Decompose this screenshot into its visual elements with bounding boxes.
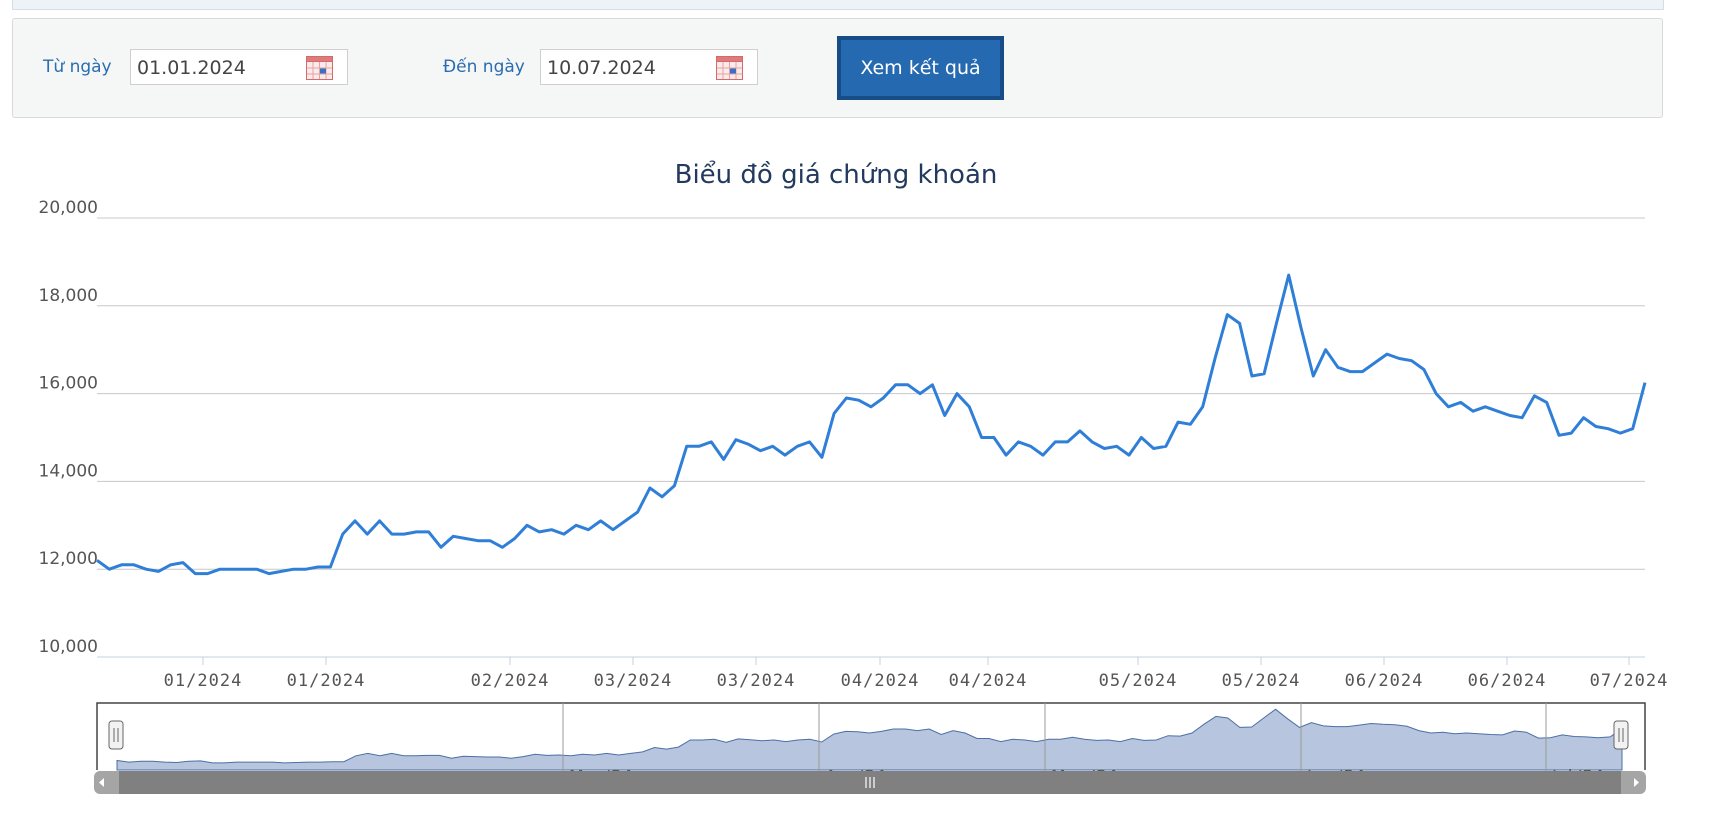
from-date-value: 01.01.2024 (137, 57, 246, 79)
x-tick-label: 04/2024 (949, 671, 1028, 691)
x-tick-label: 02/2024 (471, 671, 550, 691)
x-tick-label: 04/2024 (841, 671, 920, 691)
x-tick-label: 06/2024 (1345, 671, 1424, 691)
view-results-button[interactable]: Xem kết quả (837, 36, 1004, 100)
scroll-left-icon[interactable] (99, 778, 104, 787)
calendar-icon[interactable] (716, 54, 743, 80)
x-tick-label: 07/2024 (1590, 671, 1669, 691)
calendar-icon[interactable] (306, 54, 333, 80)
from-date-label: Từ ngày (43, 57, 112, 77)
navigator-frame (96, 702, 1646, 770)
grid-lines (97, 217, 1645, 658)
top-strip (12, 0, 1664, 10)
navigator-handle[interactable] (1613, 720, 1629, 750)
x-tick-label: 01/2024 (287, 671, 366, 691)
to-date-value: 10.07.2024 (547, 57, 656, 79)
x-tick-label: 05/2024 (1099, 671, 1178, 691)
navigator-area (116, 708, 1623, 771)
x-tick-label: 06/2024 (1468, 671, 1547, 691)
y-tick-label: 16,000 (39, 374, 98, 394)
navigator-handle[interactable] (108, 720, 124, 750)
y-tick-label: 12,000 (39, 549, 98, 569)
chart-title: Biểu đồ giá chứng khoán (675, 159, 998, 190)
x-tick-label: 03/2024 (594, 671, 673, 691)
price-series-line (96, 273, 1647, 576)
from-date-field[interactable]: 01.01.2024 (130, 49, 348, 85)
y-tick-label: 18,000 (39, 286, 98, 306)
x-axis: 01/2024 01/2024 02/2024 03/2024 03/2024 04/20… (164, 657, 1669, 691)
range-navigator[interactable]: Mar '24Apr '24May '24Jun '24Jul '24 (94, 702, 1646, 794)
x-tick-label: 01/2024 (164, 671, 243, 691)
y-tick-label: 20,000 (39, 198, 98, 218)
y-tick-label: 14,000 (39, 461, 98, 481)
scroll-right-icon[interactable] (1634, 778, 1639, 787)
x-tick-label: 03/2024 (717, 671, 796, 691)
to-date-field[interactable]: 10.07.2024 (540, 49, 758, 85)
stock-price-chart: Biểu đồ giá chứng khoán 20,000 18,000 16,0… (39, 159, 1669, 794)
x-tick-label: 05/2024 (1222, 671, 1301, 691)
y-axis: 20,000 18,000 16,000 14,000 12,000 10,000 (39, 198, 98, 657)
to-date-label: Đến ngày (443, 57, 525, 77)
y-tick-label: 10,000 (39, 637, 98, 657)
